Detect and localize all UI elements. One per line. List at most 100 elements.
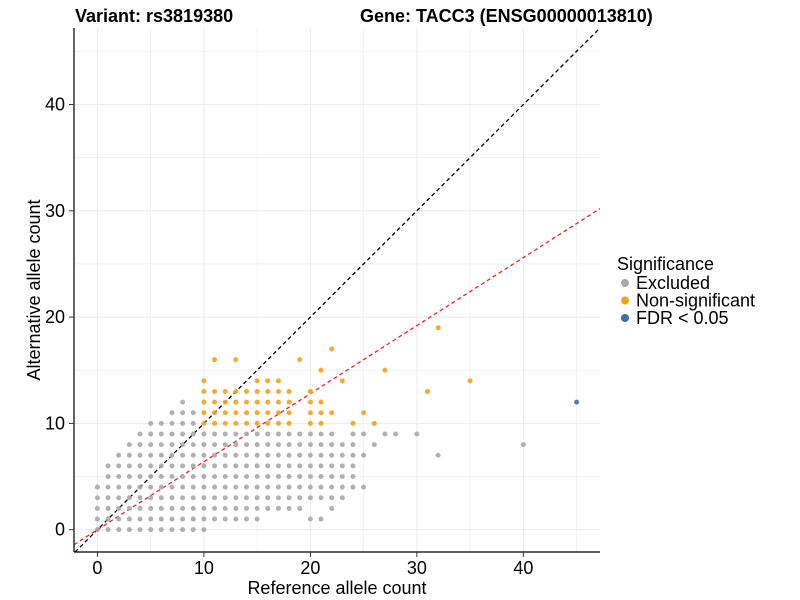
point-excluded-9-8 <box>190 442 196 448</box>
point-non-significant-35-14 <box>467 378 473 384</box>
point-non-significant-11-16 <box>212 357 218 363</box>
legend-label-non-significant: Non-significant <box>636 291 755 311</box>
point-non-significant-11-11 <box>212 410 218 416</box>
point-excluded-3-7 <box>126 452 132 458</box>
point-excluded-13-8 <box>233 442 239 448</box>
point-excluded-12-6 <box>222 463 228 469</box>
point-excluded-10-1 <box>201 516 207 522</box>
point-excluded-4-8 <box>137 442 143 448</box>
point-excluded-0-4 <box>94 484 100 490</box>
point-excluded-3-6 <box>126 463 132 469</box>
point-excluded-13-9 <box>233 431 239 437</box>
point-excluded-13-1 <box>233 516 239 522</box>
point-excluded-0-1 <box>94 516 100 522</box>
point-excluded-23-8 <box>339 442 345 448</box>
point-excluded-2-3 <box>116 495 122 501</box>
point-excluded-15-8 <box>254 442 260 448</box>
point-excluded-6-7 <box>158 452 164 458</box>
point-excluded-5-6 <box>148 463 154 469</box>
point-excluded-17-6 <box>275 463 281 469</box>
point-excluded-6-10 <box>158 420 164 426</box>
point-excluded-4-2 <box>137 505 143 511</box>
point-excluded-8-0 <box>180 527 186 533</box>
point-excluded-15-5 <box>254 474 260 480</box>
point-non-significant-24-10 <box>350 420 356 426</box>
point-excluded-2-7 <box>116 452 122 458</box>
y-tick-label-30: 30 <box>45 201 65 221</box>
point-excluded-1-5 <box>105 474 111 480</box>
point-excluded-6-4 <box>158 484 164 490</box>
point-non-significant-10-14 <box>201 378 207 384</box>
point-non-significant-20-13 <box>307 389 313 395</box>
point-excluded-8-8 <box>180 442 186 448</box>
point-excluded-11-6 <box>212 463 218 469</box>
point-excluded-16-7 <box>265 452 271 458</box>
point-non-significant-13-11 <box>233 410 239 416</box>
point-excluded-14-5 <box>243 474 249 480</box>
point-excluded-12-8 <box>222 442 228 448</box>
point-excluded-1-4 <box>105 484 111 490</box>
point-excluded-9-0 <box>190 527 196 533</box>
point-excluded-6-8 <box>158 442 164 448</box>
point-excluded-30-9 <box>414 431 420 437</box>
reference-lines <box>73 27 601 553</box>
point-non-significant-16-10 <box>265 420 271 426</box>
point-excluded-19-5 <box>297 474 303 480</box>
point-excluded-27-9 <box>382 431 388 437</box>
point-non-significant-21-15 <box>318 367 324 373</box>
point-excluded-20-7 <box>307 452 313 458</box>
point-excluded-13-7 <box>233 452 239 458</box>
point-excluded-11-5 <box>212 474 218 480</box>
point-non-significant-13-12 <box>233 399 239 405</box>
point-excluded-22-5 <box>329 474 335 480</box>
point-excluded-10-6 <box>201 463 207 469</box>
point-excluded-19-9 <box>297 431 303 437</box>
point-excluded-28-9 <box>393 431 399 437</box>
point-excluded-24-6 <box>350 463 356 469</box>
point-excluded-2-6 <box>116 463 122 469</box>
point-excluded-6-0 <box>158 527 164 533</box>
point-excluded-19-7 <box>297 452 303 458</box>
point-excluded-6-1 <box>158 516 164 522</box>
point-non-significant-17-10 <box>275 420 281 426</box>
point-non-significant-16-11 <box>265 410 271 416</box>
point-excluded-23-5 <box>339 474 345 480</box>
point-excluded-5-4 <box>148 484 154 490</box>
point-excluded-11-1 <box>212 516 218 522</box>
point-non-significant-17-14 <box>275 378 281 384</box>
point-non-significant-27-15 <box>382 367 388 373</box>
point-excluded-1-1 <box>105 516 111 522</box>
point-excluded-12-5 <box>222 474 228 480</box>
point-excluded-20-1 <box>307 516 313 522</box>
point-excluded-5-9 <box>148 431 154 437</box>
point-excluded-7-9 <box>169 431 175 437</box>
y-tick-label-20: 20 <box>45 307 65 327</box>
point-excluded-21-1 <box>318 516 324 522</box>
point-excluded-24-8 <box>350 442 356 448</box>
point-non-significant-15-10 <box>254 420 260 426</box>
point-excluded-9-2 <box>190 505 196 511</box>
point-non-significant-20-11 <box>307 410 313 416</box>
point-non-significant-12-12 <box>222 399 228 405</box>
point-excluded-11-9 <box>212 431 218 437</box>
y-tick-label-10: 10 <box>45 413 65 433</box>
point-excluded-5-0 <box>148 527 154 533</box>
point-excluded-23-7 <box>339 452 345 458</box>
point-excluded-16-4 <box>265 484 271 490</box>
point-excluded-21-8 <box>318 442 324 448</box>
point-excluded-3-2 <box>126 505 132 511</box>
point-excluded-7-6 <box>169 463 175 469</box>
point-excluded-5-7 <box>148 452 154 458</box>
point-excluded-5-8 <box>148 442 154 448</box>
point-excluded-15-7 <box>254 452 260 458</box>
point-excluded-18-2 <box>286 505 292 511</box>
point-excluded-22-7 <box>329 452 335 458</box>
point-excluded-14-8 <box>243 442 249 448</box>
point-non-significant-15-11 <box>254 410 260 416</box>
point-excluded-12-9 <box>222 431 228 437</box>
point-non-significant-17-11 <box>275 410 281 416</box>
point-excluded-7-11 <box>169 410 175 416</box>
reference-line-fit <box>73 208 601 546</box>
point-excluded-1-0 <box>105 527 111 533</box>
point-non-significant-11-12 <box>212 399 218 405</box>
